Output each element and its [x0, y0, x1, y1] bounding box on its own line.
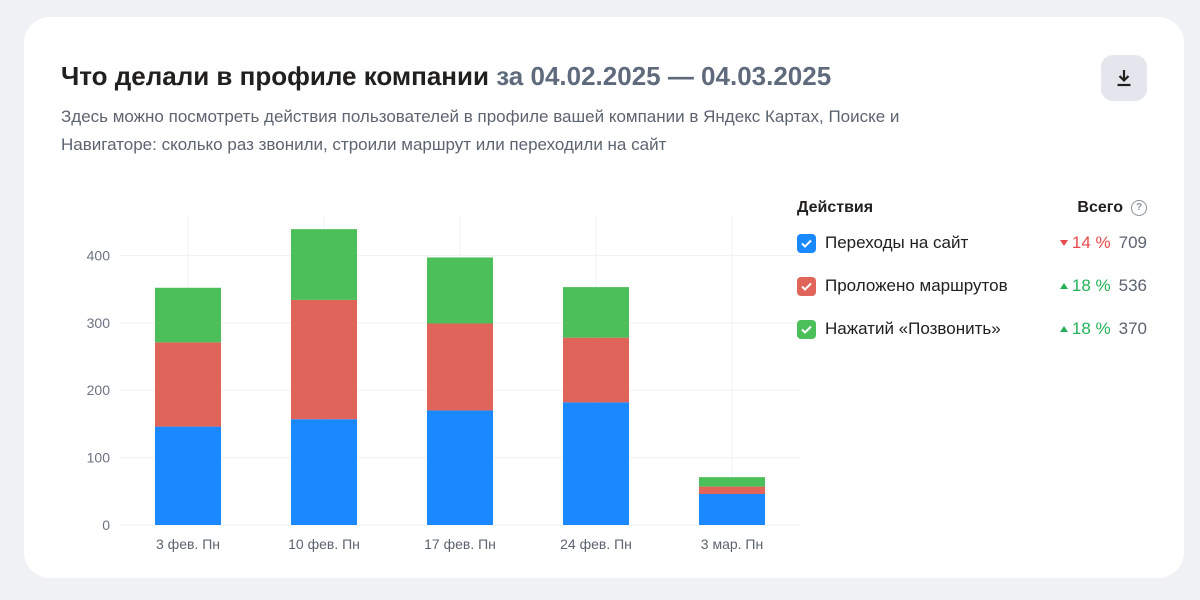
title-period: за 04.02.2025 — 04.03.2025: [496, 61, 832, 91]
legend-checkbox[interactable]: [797, 320, 816, 339]
legend-stats: 18 % 370: [1059, 319, 1147, 339]
bar-segment: [427, 410, 493, 525]
x-tick-label: 17 фев. Пн: [424, 536, 496, 552]
card-title: Что делали в профиле компании за 04.02.2…: [61, 61, 831, 92]
download-icon: [1117, 70, 1131, 87]
help-icon[interactable]: ?: [1131, 200, 1147, 216]
y-tick-label: 300: [87, 315, 111, 331]
legend-total-heading: Всего: [1077, 199, 1123, 216]
legend-rows: Переходы на сайт 14 % 709 Проложено маршрут…: [797, 225, 1147, 354]
legend-header: Действия Всего ?: [797, 199, 1147, 225]
card-description: Здесь можно посмотреть действия пользова…: [61, 107, 900, 154]
y-tick-label: 0: [102, 517, 110, 533]
legend-checkbox[interactable]: [797, 234, 816, 253]
trend-value: 14 %: [1071, 233, 1111, 252]
legend-trend: 18 %: [1059, 276, 1111, 296]
trend-up-icon: [1059, 326, 1068, 332]
bar-segment: [427, 257, 493, 324]
legend-total: 536: [1118, 276, 1147, 295]
y-tick-label: 400: [87, 247, 111, 263]
y-tick-label: 200: [87, 382, 111, 398]
check-icon: [801, 282, 812, 291]
actions-card: Что делали в профиле компании за 04.02.2…: [24, 17, 1184, 578]
legend-heading: Действия: [797, 199, 874, 216]
bar-segment: [155, 342, 221, 427]
bar-segment: [155, 287, 221, 343]
trend-value: 18 %: [1071, 276, 1111, 295]
stacked-bar-chart: 0 100 200 300 400 3 фев. Пн 10 фев. Пн 17 фев. …: [87, 215, 800, 552]
chart-area: 0 100 200 300 400 3 фев. Пн 10 фев. Пн 17 фев. …: [48, 197, 818, 577]
trend-value: 18 %: [1071, 319, 1111, 338]
y-tick-label: 100: [87, 450, 111, 466]
bar-segment: [699, 477, 765, 487]
download-button[interactable]: [1101, 55, 1147, 101]
bar-segment: [291, 419, 357, 525]
bar-segment: [563, 287, 629, 338]
bar-segment: [563, 402, 629, 525]
legend-total: 370: [1118, 319, 1147, 338]
bar-segment: [699, 494, 765, 525]
check-icon: [801, 325, 812, 334]
legend-item: Проложено маршрутов 18 % 536: [797, 268, 1147, 311]
bar-segment: [563, 337, 629, 403]
legend-stats: 18 % 536: [1059, 276, 1147, 296]
check-icon: [801, 239, 812, 248]
legend-item: Переходы на сайт 14 % 709: [797, 225, 1147, 268]
legend-stats: 14 % 709: [1059, 233, 1147, 253]
legend-item: Нажатий «Позвонить» 18 % 370: [797, 311, 1147, 354]
bar-segment: [427, 323, 493, 411]
x-tick-label: 24 фев. Пн: [560, 536, 632, 552]
bar-segment: [291, 299, 357, 420]
legend-label: Переходы на сайт: [825, 233, 969, 252]
legend-trend: 14 %: [1059, 233, 1111, 253]
trend-up-icon: [1059, 283, 1068, 289]
legend-trend: 18 %: [1059, 319, 1111, 339]
legend-label: Нажатий «Позвонить»: [825, 319, 1001, 338]
trend-down-icon: [1059, 240, 1068, 246]
legend-checkbox[interactable]: [797, 277, 816, 296]
x-tick-label: 3 фев. Пн: [156, 536, 220, 552]
bar-segment: [699, 486, 765, 494]
legend: Действия Всего ? Переходы на сайт 14 % 709…: [797, 199, 1147, 354]
x-tick-label: 10 фев. Пн: [288, 536, 360, 552]
title-text: Что делали в профиле компании: [61, 61, 489, 91]
x-tick-label: 3 мар. Пн: [701, 536, 763, 552]
legend-total-header: Всего ?: [1077, 199, 1147, 217]
legend-label: Проложено маршрутов: [825, 276, 1008, 295]
legend-total: 709: [1118, 233, 1147, 252]
bar-segment: [291, 229, 357, 300]
bar-segment: [155, 426, 221, 525]
